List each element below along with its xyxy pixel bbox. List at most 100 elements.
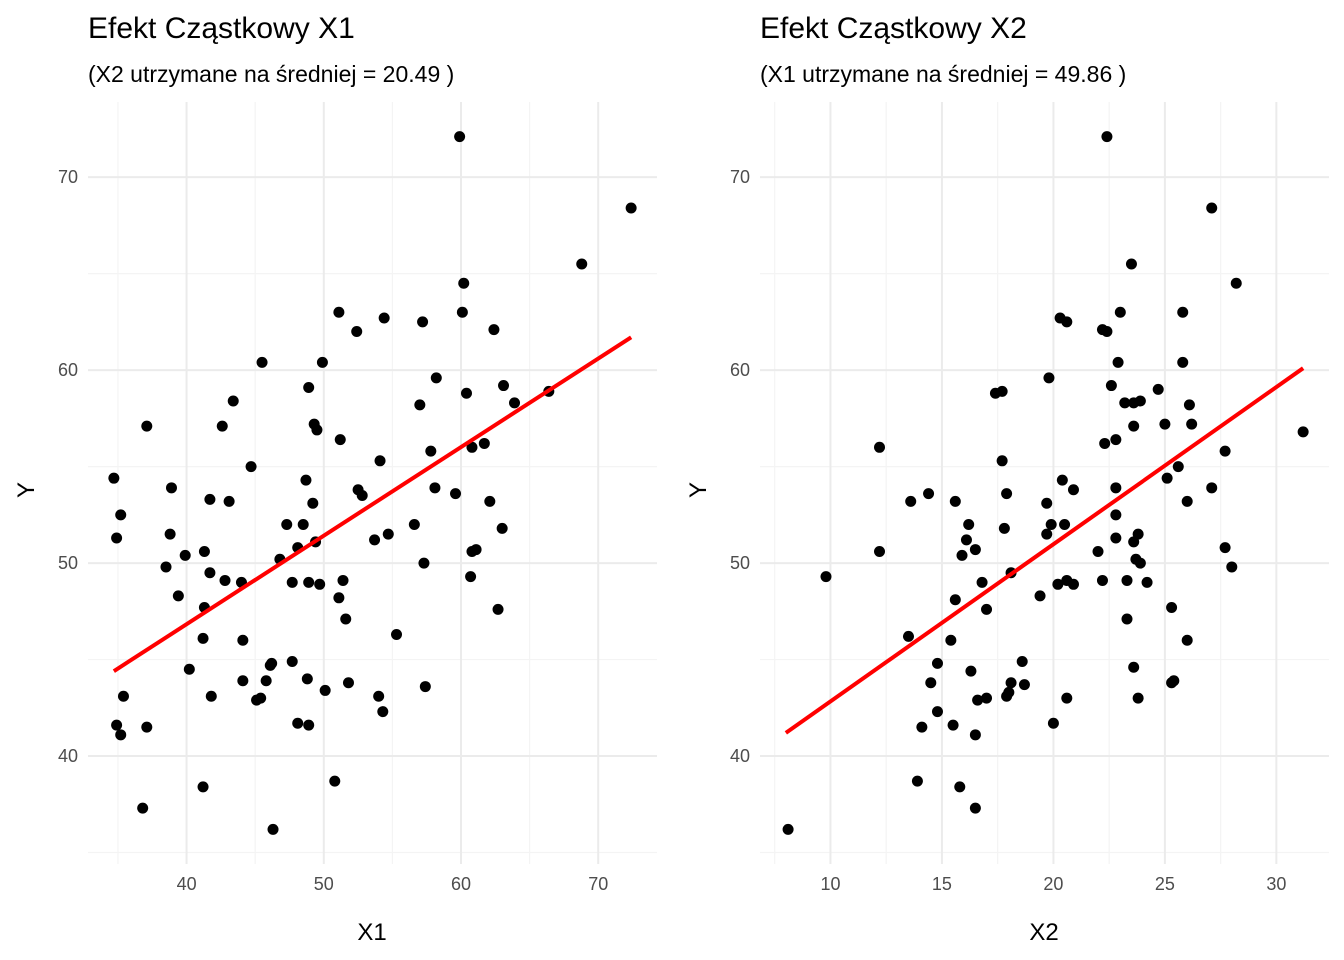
data-point	[141, 420, 153, 432]
data-point	[969, 544, 981, 556]
data-point	[949, 495, 961, 507]
data-point	[205, 690, 217, 702]
data-point	[996, 385, 1008, 397]
data-point	[1043, 372, 1055, 384]
data-point	[498, 380, 510, 392]
data-point	[1105, 380, 1117, 392]
data-point	[1128, 420, 1140, 432]
y-axis-label: Y	[13, 482, 40, 498]
data-point	[172, 590, 184, 602]
data-point	[137, 802, 149, 814]
data-point	[1121, 613, 1133, 625]
data-point	[342, 677, 354, 689]
data-point	[1067, 578, 1079, 590]
data-point	[425, 445, 437, 457]
data-point	[1168, 675, 1180, 687]
data-point	[307, 497, 319, 509]
data-point	[316, 356, 328, 368]
data-point	[301, 673, 313, 685]
data-point	[1110, 482, 1122, 494]
data-point	[466, 441, 478, 453]
data-point	[223, 495, 235, 507]
data-point	[115, 509, 127, 521]
data-point	[300, 474, 312, 486]
data-point	[1059, 518, 1071, 530]
data-point	[164, 528, 176, 540]
data-point	[266, 657, 278, 669]
data-point	[373, 690, 385, 702]
data-point	[996, 455, 1008, 467]
data-point	[1101, 326, 1113, 338]
data-point	[1112, 356, 1124, 368]
x-axis-label: X2	[1029, 919, 1058, 946]
x-tick-label: 15	[932, 874, 952, 894]
fit-line	[112, 335, 633, 673]
data-point	[947, 719, 959, 731]
data-point	[1099, 437, 1111, 449]
data-point	[576, 258, 588, 270]
grid	[760, 102, 1329, 864]
data-point	[916, 721, 928, 733]
data-point	[1152, 383, 1164, 395]
data-point	[111, 532, 123, 544]
data-point	[286, 576, 298, 588]
data-point	[165, 482, 177, 494]
data-point	[1061, 692, 1073, 704]
data-point	[949, 594, 961, 606]
data-point	[111, 719, 123, 731]
data-point	[454, 131, 466, 143]
data-point	[374, 455, 386, 467]
data-point	[969, 802, 981, 814]
data-point	[216, 420, 228, 432]
data-point	[115, 729, 127, 741]
chart-subtitle: (X1 utrzymane na średniej = 49.86 )	[760, 61, 1126, 87]
data-point	[1219, 445, 1231, 457]
data-points	[108, 131, 637, 835]
data-point	[1125, 258, 1137, 270]
data-point	[1016, 655, 1028, 667]
data-point	[1297, 426, 1309, 438]
data-point	[1045, 518, 1057, 530]
data-point	[351, 326, 363, 338]
data-point	[267, 823, 279, 835]
data-point	[1186, 418, 1198, 430]
data-point	[911, 775, 923, 787]
data-point	[281, 518, 293, 530]
data-point	[450, 488, 462, 500]
x-tick-label: 70	[588, 874, 608, 894]
y-tick-label: 50	[58, 553, 78, 573]
tick-labels: 10 15 20 25 30 40 50 60 70	[730, 167, 1286, 894]
data-point	[417, 316, 429, 328]
data-point	[972, 694, 984, 706]
data-point	[183, 663, 195, 675]
data-point	[314, 578, 326, 590]
data-point	[303, 719, 315, 731]
data-point	[227, 395, 239, 407]
data-point	[1041, 528, 1053, 540]
data-point	[197, 632, 209, 644]
data-point	[303, 381, 315, 393]
data-point	[356, 490, 368, 502]
data-point	[1047, 717, 1059, 729]
data-point	[141, 721, 153, 733]
data-point	[465, 571, 477, 583]
data-point	[470, 544, 482, 556]
data-point	[333, 306, 345, 318]
data-point	[1041, 497, 1053, 509]
data-point	[1177, 306, 1189, 318]
data-point	[484, 495, 496, 507]
data-point	[430, 372, 442, 384]
data-point	[874, 546, 886, 558]
data-point	[1096, 574, 1108, 586]
data-point	[1101, 131, 1113, 143]
data-point	[414, 399, 426, 411]
x-tick-label: 30	[1266, 874, 1286, 894]
data-point	[1206, 202, 1218, 214]
data-point	[179, 549, 191, 561]
data-point	[1161, 472, 1173, 484]
y-tick-label: 50	[730, 553, 750, 573]
data-point	[160, 561, 172, 573]
data-point	[960, 534, 972, 546]
chart-title: Efekt Cząstkowy X1	[88, 12, 355, 45]
